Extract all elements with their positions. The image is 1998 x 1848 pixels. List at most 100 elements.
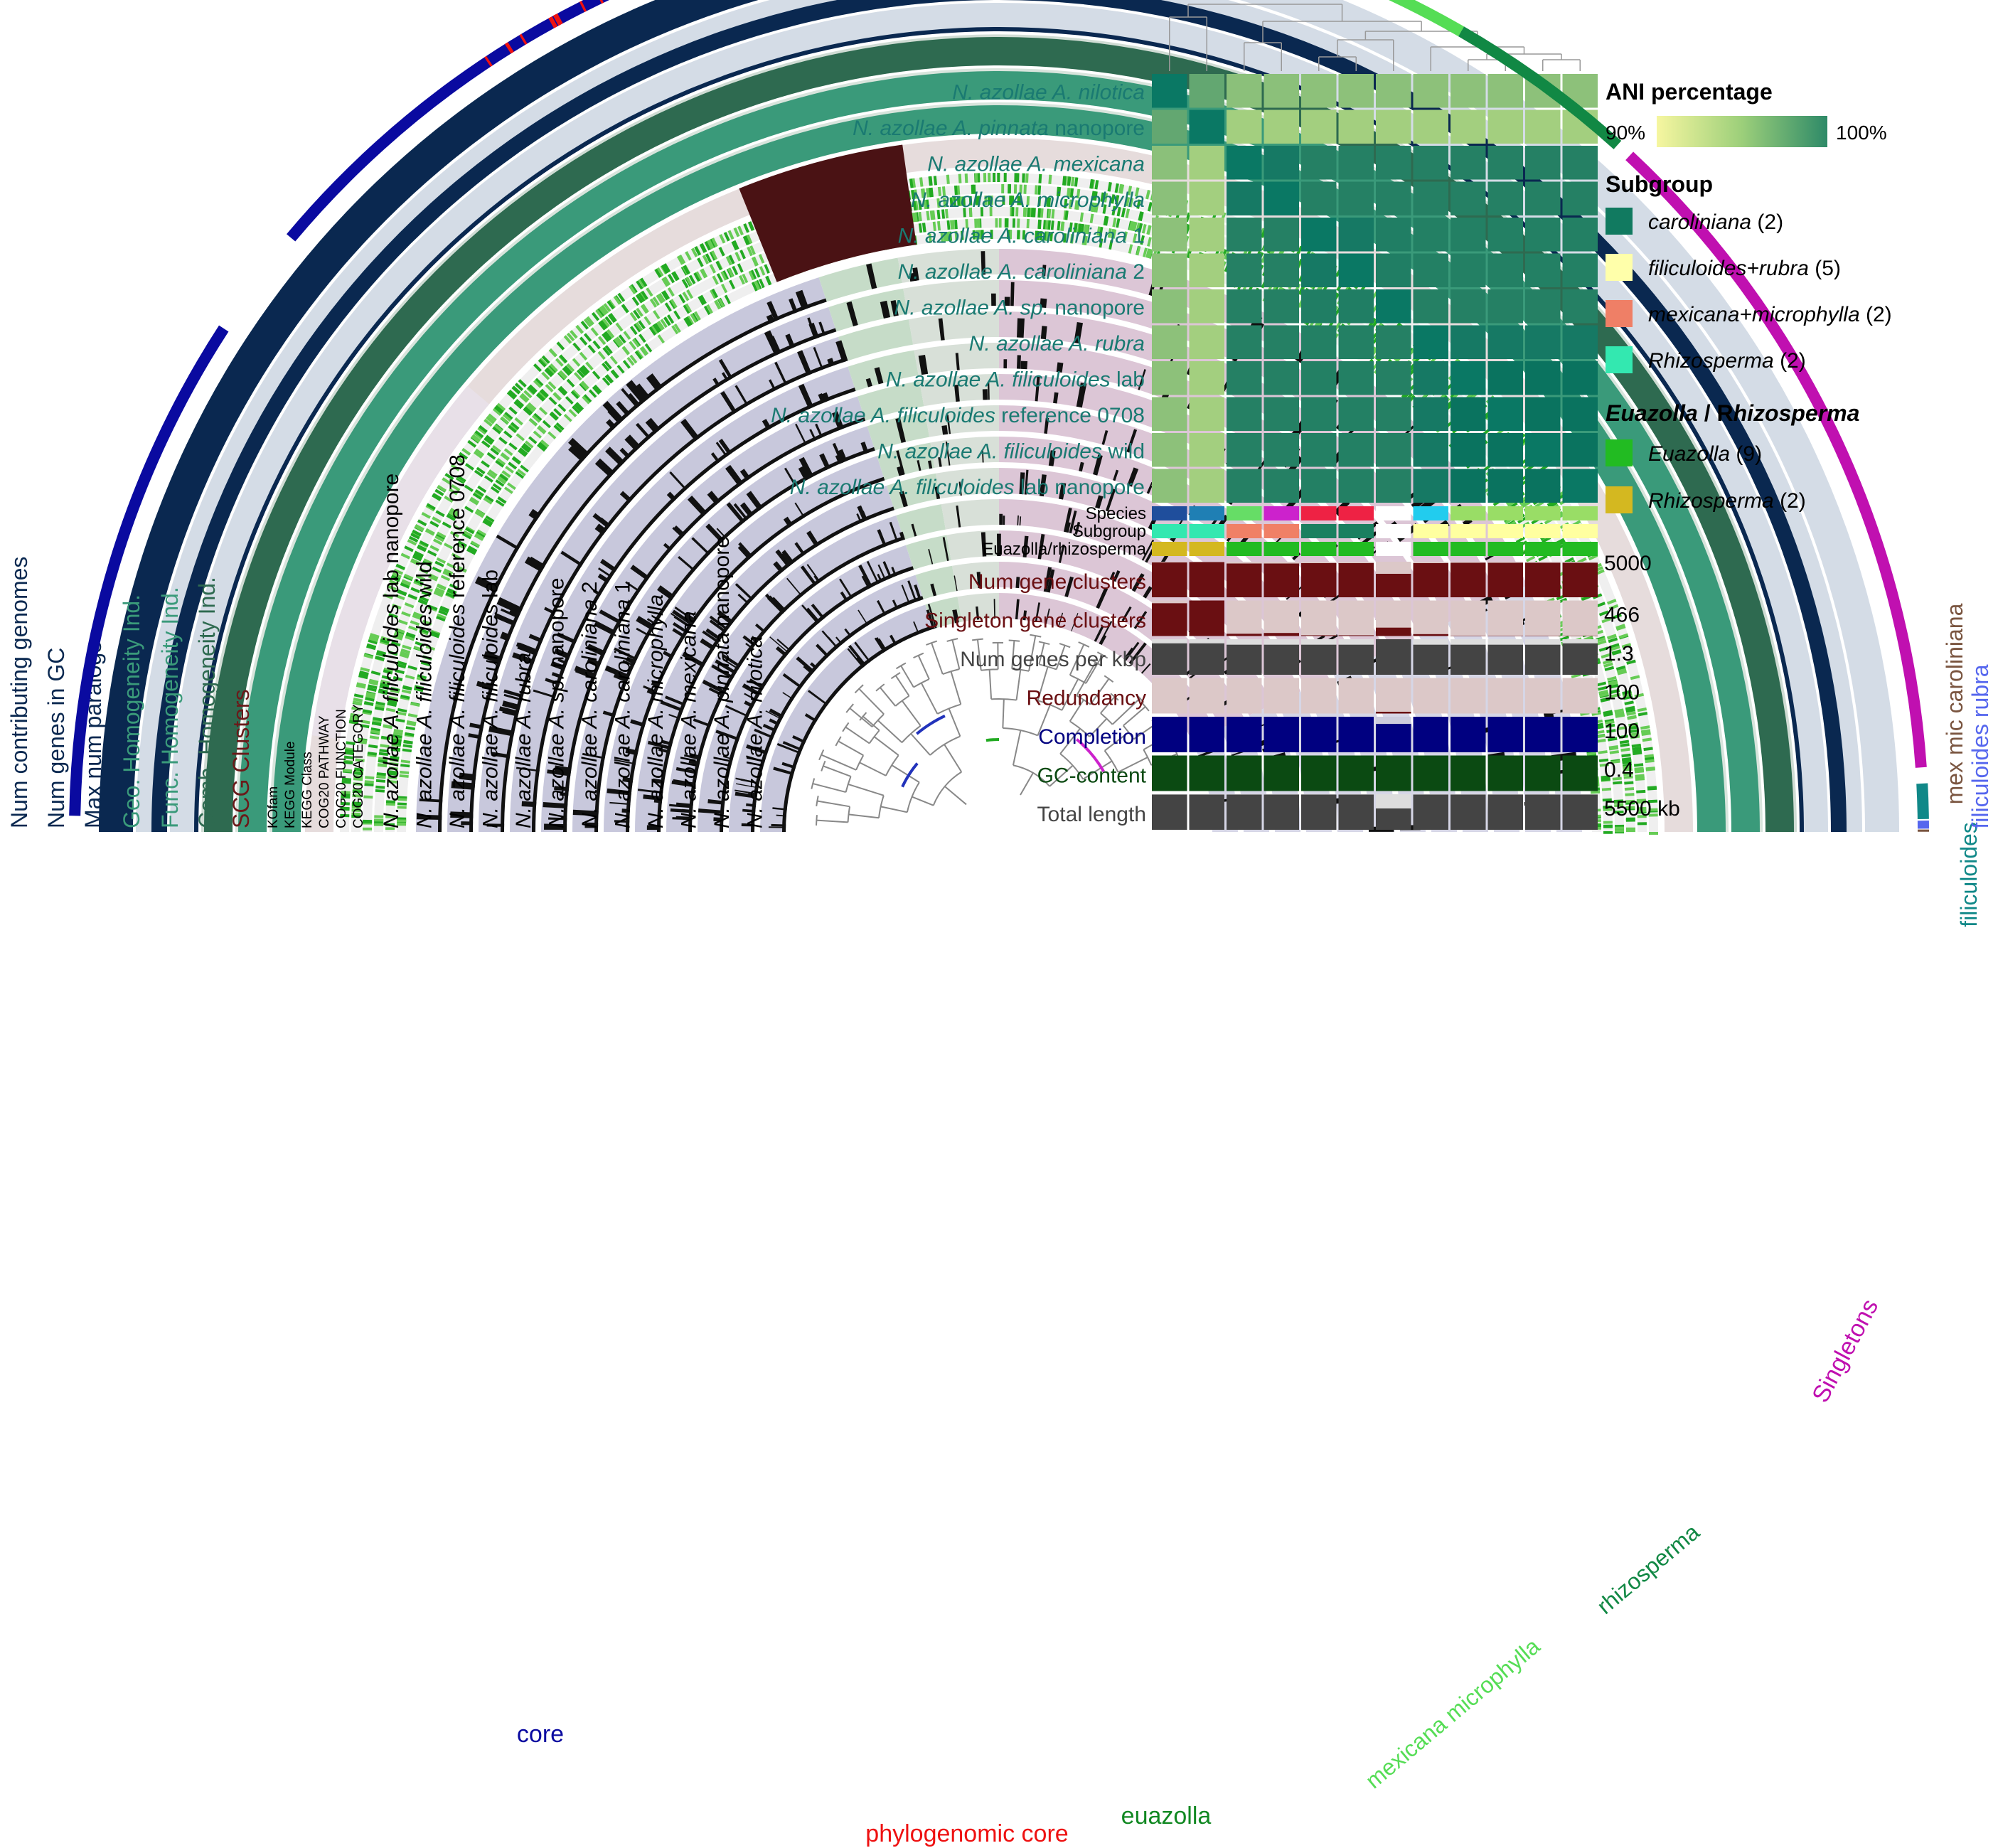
species-cell-10 (1525, 506, 1561, 520)
ani-cell-4-6 (1376, 218, 1411, 252)
subgroup-legend-1: filiculoides+rubra (5) (1648, 257, 1841, 280)
ani-cell-4-3 (1264, 218, 1299, 252)
bar-completion-2 (1227, 717, 1262, 752)
ani-cell-1-8 (1451, 110, 1486, 144)
ani-cell-9-6 (1376, 397, 1411, 431)
ani-cell-11-11 (1562, 469, 1598, 503)
bar-bg-3-2 (1227, 678, 1262, 714)
bar-completion-8 (1451, 717, 1486, 752)
genome-ring-label-6: N. azollae A. caroliniana 2 (578, 582, 602, 828)
ani-cell-6-11 (1562, 289, 1598, 324)
genome-ring-label-5: N. azollae A. sp. nanopore (545, 578, 569, 828)
bar-bg-1-2 (1227, 600, 1262, 636)
ani-cell-7-3 (1264, 325, 1299, 359)
ani-cell-10-3 (1264, 433, 1299, 467)
bar-singleton-gene-clusters-0 (1152, 603, 1187, 636)
ani-cell-8-4 (1301, 361, 1337, 395)
bar-total-length-4 (1301, 794, 1337, 830)
genome-ring-label-9: N. azollae A. mexicana (678, 611, 701, 828)
ani-cell-11-7 (1413, 469, 1448, 503)
ring-label-4: Func. Homogeneity Ind. (157, 587, 183, 828)
ani-cell-11-5 (1338, 469, 1374, 503)
layer-label-species: Species (1086, 504, 1146, 523)
bin-label-mexicana-microphylla: mexicana microphylla (1361, 1633, 1545, 1793)
ani-cell-5-1 (1189, 253, 1224, 287)
bar-gc-content-3 (1264, 755, 1299, 791)
genome-row-label-1: N. azollae A. pinnata nanopore (853, 117, 1145, 140)
ani-cell-9-9 (1487, 397, 1523, 431)
species-cell-5 (1338, 506, 1374, 520)
ani-cell-11-1 (1189, 469, 1224, 503)
bar-num-gene-clusters-8 (1451, 562, 1486, 597)
euazolla_rhizosperma-cell-5 (1338, 542, 1374, 556)
bar-max-4: 100 (1604, 720, 1640, 743)
ani-cell-2-2 (1227, 146, 1262, 180)
bin-arc-3 (1389, 0, 1464, 37)
ani-cell-4-2 (1227, 218, 1262, 252)
ani-cell-6-7 (1413, 289, 1448, 324)
bar-label-1: Singleton gene clusters (924, 609, 1146, 633)
ani-cell-11-10 (1525, 469, 1561, 503)
subgroup-cell-6 (1376, 524, 1411, 538)
ring-label-0: Num contributing genomes (6, 557, 32, 828)
bar-bg-3-5 (1338, 678, 1374, 714)
bar-total-length-3 (1264, 794, 1299, 830)
species-cell-0 (1152, 506, 1187, 520)
genome-row-label-8: N. azollae A. filiculoides lab (886, 368, 1145, 391)
genome-row-label-10: N. azollae A. filiculoides wild (877, 439, 1145, 463)
bar-gc-content-4 (1301, 755, 1337, 791)
ani-cell-5-3 (1264, 253, 1299, 287)
ani-cell-2-1 (1189, 146, 1224, 180)
bar-bg-1-10 (1525, 600, 1561, 636)
euazolla-legend-1: Rhizosperma (2) (1648, 489, 1806, 513)
gene-cluster-tree (789, 621, 1209, 1042)
euazolla_rhizosperma-cell-10 (1525, 542, 1561, 556)
bar-completion-6 (1376, 724, 1411, 752)
bar-bg-3-0 (1152, 678, 1187, 714)
ani-legend-max: 100% (1836, 122, 1887, 144)
euazolla_rhizosperma-cell-8 (1451, 542, 1486, 556)
ani-cell-7-7 (1413, 325, 1448, 359)
bar-completion-10 (1525, 717, 1561, 752)
bar-label-5: GC-content (1037, 764, 1147, 788)
bar-bg-1-11 (1562, 600, 1598, 636)
euazolla_rhizosperma-cell-11 (1562, 542, 1598, 556)
subgroup-legend-2: mexicana+microphylla (2) (1648, 303, 1892, 326)
bar-bg-3-8 (1451, 678, 1486, 714)
ani-cell-5-7 (1413, 253, 1448, 287)
ani-cell-5-9 (1487, 253, 1523, 287)
ani-cell-3-10 (1525, 181, 1561, 215)
ani-cell-7-2 (1227, 325, 1262, 359)
bar-num-genes-per-kbp-7 (1413, 644, 1448, 675)
bin-arc-6 (1916, 783, 1929, 819)
species-cell-3 (1264, 506, 1299, 520)
bar-singleton-gene-clusters-4 (1301, 635, 1337, 636)
func-label-2: KEGG Class (300, 752, 315, 828)
bin-label-Singletons: Singletons (1807, 1295, 1884, 1407)
ani-cell-2-8 (1451, 146, 1486, 180)
bar-num-genes-per-kbp-4 (1301, 644, 1337, 675)
ani-cell-5-4 (1301, 253, 1337, 287)
ani-cell-7-10 (1525, 325, 1561, 359)
layer-label-euazolla_rhizosperma: Euazolla/rhizosperma (982, 540, 1146, 559)
bin-label-mex-mic-caroliniana: mex mic caroliniana (1942, 603, 1967, 804)
ani-cell-0-9 (1487, 74, 1523, 108)
subgroup-cell-11 (1562, 524, 1598, 538)
euazolla-legend-title: Euazolla / Rhizosperma (1606, 400, 1859, 426)
func-label-1: KEGG Module (283, 742, 298, 829)
ani-cell-6-5 (1338, 289, 1374, 324)
bar-bg-3-9 (1487, 678, 1523, 714)
subgroup-cell-3 (1264, 524, 1299, 538)
bar-num-genes-per-kbp-11 (1562, 643, 1598, 675)
bar-bg-3-3 (1264, 678, 1299, 714)
ani-cell-7-1 (1189, 325, 1224, 359)
bar-num-genes-per-kbp-0 (1152, 643, 1187, 675)
species-cell-4 (1301, 506, 1337, 520)
genome-ring-label-1: N. azollae A. filiculoides wild (413, 561, 437, 828)
ani-cell-1-6 (1376, 110, 1411, 144)
bar-total-length-10 (1525, 794, 1561, 830)
bar-gc-content-5 (1338, 755, 1374, 791)
ani-cell-8-8 (1451, 361, 1486, 395)
ani-cell-0-2 (1227, 74, 1262, 108)
